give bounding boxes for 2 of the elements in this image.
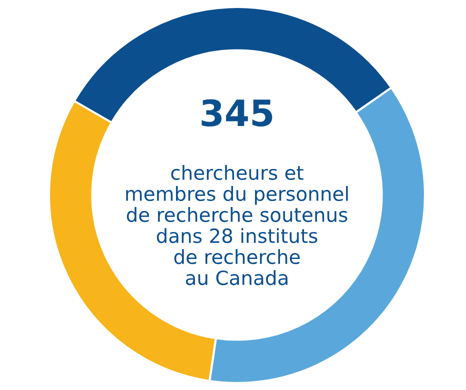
text: chercheurs et membres du personnel de recherche soutenus dans 28 instituts de recherche au Canada bbox=[126, 164, 348, 286]
text: 345 bbox=[202, 99, 272, 127]
